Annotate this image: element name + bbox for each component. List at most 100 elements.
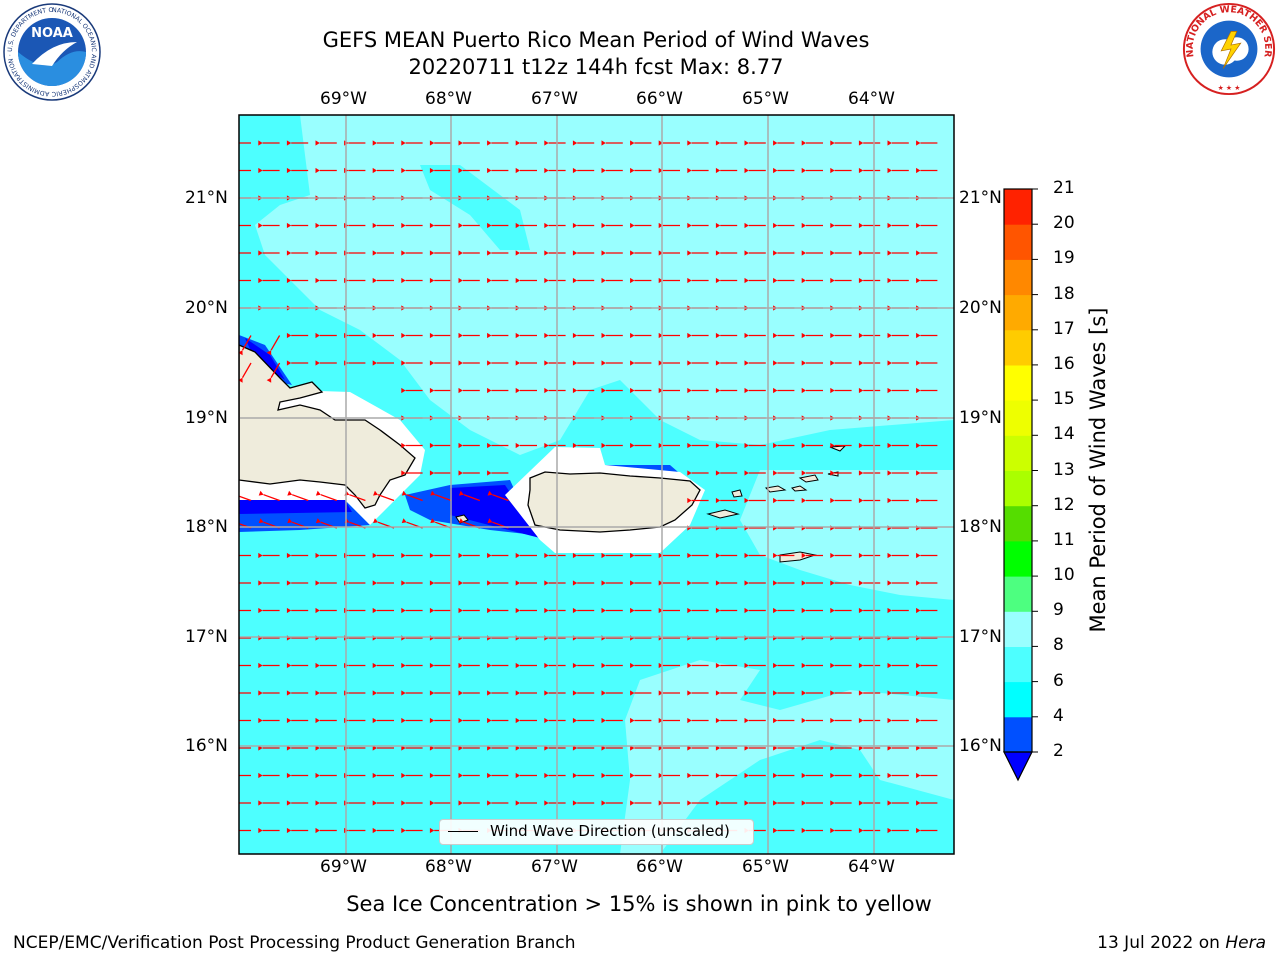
- wind-direction-arrowhead: [715, 222, 721, 229]
- wind-direction-arrowhead: [858, 277, 864, 284]
- wind-direction-arrowhead: [572, 552, 578, 559]
- wind-direction-arrowhead: [687, 690, 692, 696]
- wind-direction-arrowhead: [801, 827, 806, 834]
- svg-text:★ ★ ★: ★ ★ ★: [1218, 84, 1241, 92]
- noaa-logo-text: NOAA: [31, 26, 73, 41]
- colorbar-segment: [1004, 329, 1032, 366]
- wind-direction-arrowhead: [773, 690, 778, 696]
- wind-direction-arrowhead: [630, 690, 635, 696]
- wind-direction-arrowhead: [515, 552, 520, 559]
- map-title-line-1: GEFS MEAN Puerto Rico Mean Period of Win…: [322, 28, 870, 52]
- wind-direction-arrowhead: [801, 442, 806, 449]
- wind-direction-arrowhead: [887, 167, 892, 174]
- colorbar-tick-label: 2: [1053, 741, 1064, 761]
- wind-direction-arrowhead: [916, 772, 921, 779]
- wind-direction-arrowhead: [887, 360, 892, 366]
- wind-direction-arrowhead: [858, 387, 864, 394]
- colorbar-segment: [1004, 294, 1032, 331]
- wind-direction-arrowhead: [544, 800, 549, 806]
- wind-direction-arrowhead: [744, 442, 749, 449]
- wind-direction-arrowhead: [601, 277, 606, 284]
- wind-direction-arrowhead: [572, 332, 578, 339]
- wind-direction-arrowhead: [744, 690, 749, 696]
- wind-direction-arrowhead: [315, 690, 320, 696]
- wind-direction-arrowhead: [572, 442, 578, 449]
- wind-direction-arrowhead: [258, 518, 264, 524]
- wind-direction-arrowhead: [458, 442, 463, 449]
- wind-direction-arrowhead: [658, 332, 663, 339]
- wind-direction-arrowhead: [515, 800, 520, 806]
- wind-direction-arrowhead: [572, 690, 578, 696]
- colorbar-tick-label: 21: [1053, 178, 1075, 198]
- wind-direction-arrowhead: [401, 442, 406, 449]
- wind-direction-arrowhead: [372, 360, 377, 366]
- wind-direction-arrowhead: [572, 717, 578, 724]
- wind-direction-arrowhead: [372, 772, 377, 779]
- wind-direction-arrowhead: [430, 490, 436, 496]
- wind-direction-arrowhead: [630, 800, 635, 806]
- wind-direction-arrowhead: [687, 167, 692, 174]
- land-st-john: [791, 485, 808, 492]
- wind-direction-arrowhead: [230, 168, 234, 173]
- wind-direction-arrowhead: [286, 167, 292, 174]
- wind-direction-arrowhead: [544, 250, 549, 256]
- wind-direction-arrowhead: [658, 140, 663, 146]
- wind-direction-arrowhead: [916, 497, 921, 504]
- latitude-label-right: 20°N: [959, 298, 1002, 318]
- colorbar-tick-label: 14: [1053, 424, 1075, 445]
- wind-direction-arrowhead: [916, 442, 921, 449]
- wind-direction-arrowhead: [401, 580, 406, 586]
- land-st-croix: [779, 551, 817, 563]
- wind-direction-arrowhead: [858, 442, 864, 449]
- wind-direction-arrowhead: [801, 470, 806, 476]
- wind-direction-arrowhead: [658, 360, 663, 366]
- wind-direction-arrowhead: [487, 662, 492, 669]
- wind-direction-arrowhead: [315, 607, 320, 614]
- wind-direction-arrowhead: [230, 223, 234, 228]
- wind-direction-arrowhead: [858, 140, 864, 146]
- wind-direction-arrowhead: [401, 552, 406, 559]
- map-title-line-2: 20220711 t12z 144h fcst Max: 8.77: [408, 55, 784, 79]
- wind-direction-arrowhead: [687, 662, 692, 669]
- longitude-label-bottom: 69°W: [320, 857, 367, 877]
- graticule: [239, 115, 954, 854]
- wind-direction-arrowhead: [515, 387, 520, 394]
- wind-direction-arrowhead: [830, 800, 835, 806]
- wind-direction-arrowhead: [858, 332, 864, 339]
- wind-direction-arrowhead: [744, 497, 749, 504]
- wind-direction-arrowhead: [572, 250, 578, 256]
- wind-direction-arrow: [492, 494, 509, 502]
- wind-direction-arrowhead: [315, 662, 320, 669]
- wind-direction-arrowhead: [458, 552, 463, 559]
- wind-direction-arrowhead: [916, 277, 921, 284]
- wind-direction-arrowhead: [315, 717, 320, 724]
- wind-direction-arrowhead: [315, 772, 320, 779]
- wind-direction-arrowhead: [487, 552, 492, 559]
- wind-direction-arrowhead: [487, 607, 492, 614]
- wind-direction-arrowhead: [916, 250, 921, 256]
- noaa-logo: NATIONAL OCEANIC AND ATMOSPHERIC ADMINIS…: [2, 2, 101, 101]
- wind-direction-arrowhead: [258, 490, 264, 496]
- wind-direction-arrowhead: [744, 580, 749, 586]
- wind-direction-arrowhead: [630, 332, 635, 339]
- wind-direction-arrowhead: [487, 772, 492, 779]
- wind-direction-arrowhead: [858, 470, 864, 476]
- wind-direction-arrowhead: [544, 580, 549, 586]
- wind-direction-arrowhead: [572, 800, 578, 806]
- wind-direction-arrowhead: [601, 222, 606, 229]
- wind-direction-arrowhead: [258, 552, 263, 559]
- wind-direction-arrowhead: [230, 305, 234, 310]
- national-weather-service-logo: NATIONAL WEATHER SERVICE ★ ★ ★: [1180, 0, 1276, 96]
- wind-direction-arrowhead: [658, 250, 663, 256]
- wind-direction-arrowhead: [715, 552, 721, 559]
- wind-direction-arrowhead: [572, 277, 578, 284]
- latitude-label-left: 19°N: [185, 408, 228, 428]
- latitude-label-right: 16°N: [959, 736, 1002, 756]
- wind-direction-arrow: [263, 494, 280, 502]
- wind-direction-arrowhead: [230, 718, 234, 723]
- wind-direction-arrowhead: [230, 518, 235, 523]
- wind-direction-arrow: [239, 495, 252, 502]
- wind-direction-arrowhead: [372, 580, 377, 586]
- wind-direction-arrowhead: [744, 662, 749, 669]
- wind-direction-arrowhead: [487, 717, 492, 724]
